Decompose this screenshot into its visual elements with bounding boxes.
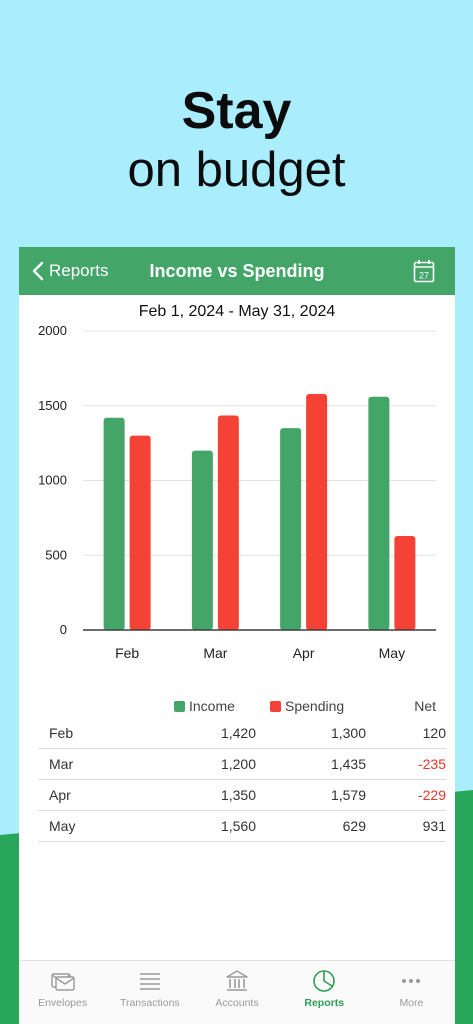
summary-table: Feb 1,420 1,300 120 Mar 1,200 1,435 -235 Apr 1,35… bbox=[38, 718, 446, 842]
row-income: 1,200 bbox=[220, 756, 256, 772]
tab-reports[interactable]: Reports bbox=[281, 961, 368, 1024]
row-spending: 1,579 bbox=[330, 787, 366, 803]
calendar-icon[interactable]: 27 bbox=[413, 259, 435, 283]
x-tick-label: Feb bbox=[115, 645, 139, 661]
tab-bar: Envelopes Transactions Accounts Reports More bbox=[19, 960, 455, 1024]
x-tick-label: May bbox=[379, 645, 405, 661]
hero-subtitle: on budget bbox=[127, 143, 346, 197]
table-row[interactable]: Mar 1,200 1,435 -235 bbox=[38, 749, 446, 780]
navigation-bar: Reports Income vs Spending 27 bbox=[19, 247, 455, 295]
bar-chart: 0 500 1000 1500 2000 Feb Mar Apr May bbox=[38, 323, 436, 661]
tab-more[interactable]: More bbox=[368, 961, 455, 1024]
spending-swatch bbox=[270, 700, 281, 712]
tab-label: Accounts bbox=[215, 997, 259, 1009]
spending-bar-may[interactable] bbox=[394, 535, 416, 630]
spending-bar-feb[interactable] bbox=[129, 435, 151, 630]
row-month: Feb bbox=[49, 725, 74, 741]
income-spending-chart: 0 500 1000 1500 2000 Feb Mar Apr May bbox=[19, 317, 455, 667]
envelopes-icon bbox=[50, 973, 75, 991]
date-range: Feb 1, 2024 - May 31, 2024 bbox=[138, 303, 336, 320]
tab-transactions[interactable]: Transactions bbox=[106, 961, 193, 1024]
income-bar-may[interactable] bbox=[368, 396, 390, 630]
x-tick-label: Mar bbox=[203, 645, 227, 661]
tab-label: Reports bbox=[304, 997, 345, 1009]
income-bar-mar[interactable] bbox=[191, 450, 213, 630]
row-income: 1,420 bbox=[220, 725, 256, 741]
tab-label: Transactions bbox=[119, 997, 180, 1009]
legend-spending: Spending bbox=[270, 698, 344, 714]
legend-income-label: Income bbox=[189, 698, 235, 714]
transactions-icon bbox=[139, 973, 160, 990]
hero-heading: Stay on budget bbox=[0, 80, 473, 198]
row-income: 1,350 bbox=[220, 787, 256, 803]
tab-label: More bbox=[399, 997, 424, 1009]
x-tick-label: Apr bbox=[293, 645, 315, 661]
spending-bar-mar[interactable] bbox=[217, 415, 239, 630]
row-spending: 629 bbox=[342, 818, 366, 834]
tab-label: Envelopes bbox=[38, 997, 88, 1009]
reports-icon bbox=[313, 970, 336, 992]
y-tick-label: 1500 bbox=[38, 398, 67, 413]
tab-accounts[interactable]: Accounts bbox=[193, 961, 280, 1024]
app-screen: Reports Income vs Spending 27 Feb 1, 202… bbox=[19, 247, 455, 1024]
y-tick-label: 500 bbox=[45, 547, 67, 562]
row-income: 1,560 bbox=[220, 818, 256, 834]
legend-income: Income bbox=[174, 698, 235, 714]
legend-spending-label: Spending bbox=[285, 698, 345, 714]
table-header: Income Spending Net bbox=[19, 698, 455, 718]
row-month: Apr bbox=[49, 787, 71, 803]
calendar-day: 27 bbox=[419, 271, 429, 281]
back-button[interactable]: Reports bbox=[31, 247, 109, 295]
page-title: Income vs Spending bbox=[149, 261, 325, 281]
y-tick-label: 0 bbox=[60, 622, 67, 637]
table-row[interactable]: Feb 1,420 1,300 120 bbox=[38, 718, 446, 749]
chevron-left-icon bbox=[32, 261, 44, 281]
income-swatch bbox=[174, 700, 185, 712]
table-row[interactable]: May 1,560 629 931 bbox=[38, 811, 446, 842]
row-net: -235 bbox=[417, 756, 446, 772]
y-tick-label: 2000 bbox=[38, 323, 67, 338]
accounts-icon bbox=[226, 970, 248, 991]
tab-envelopes[interactable]: Envelopes bbox=[19, 961, 106, 1024]
row-net: 931 bbox=[422, 818, 446, 834]
row-spending: 1,300 bbox=[330, 725, 366, 741]
row-month: May bbox=[49, 818, 76, 834]
income-bar-apr[interactable] bbox=[280, 428, 302, 630]
income-bar-feb[interactable] bbox=[103, 417, 125, 630]
y-tick-label: 1000 bbox=[38, 473, 67, 488]
table-row[interactable]: Apr 1,350 1,579 -229 bbox=[38, 780, 446, 811]
more-icon bbox=[402, 979, 421, 983]
spending-bar-apr[interactable] bbox=[306, 393, 328, 630]
row-net: -229 bbox=[417, 787, 446, 803]
row-month: Mar bbox=[49, 756, 74, 772]
row-spending: 1,435 bbox=[330, 756, 366, 772]
back-button-label: Reports bbox=[49, 261, 109, 280]
net-header: Net bbox=[414, 698, 436, 714]
hero-title: Stay bbox=[181, 82, 292, 140]
row-net: 120 bbox=[422, 725, 446, 741]
